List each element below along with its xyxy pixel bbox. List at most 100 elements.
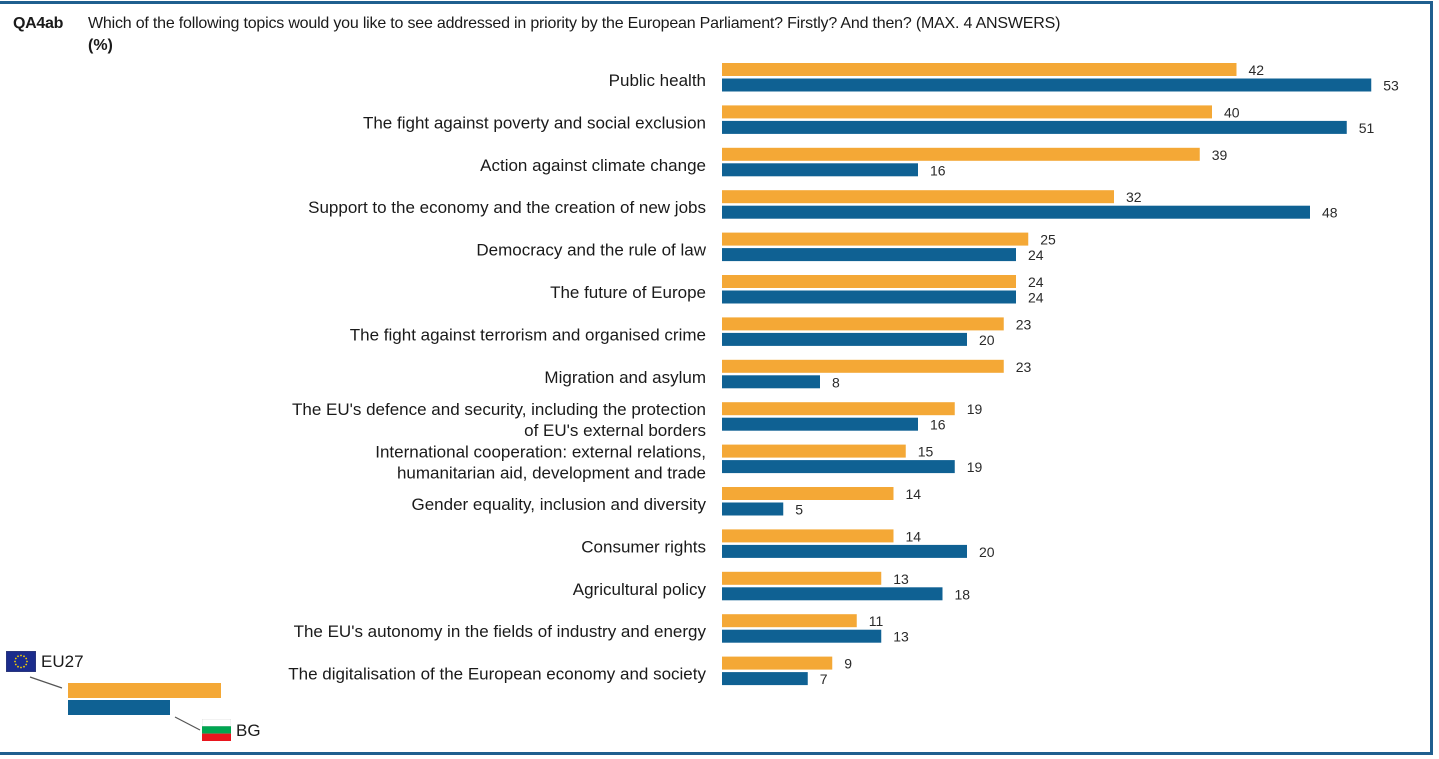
bar-bg (722, 544, 967, 558)
value-label-bg: 16 (930, 162, 946, 178)
legend-leader-bg (174, 716, 201, 731)
value-label-eu27: 23 (1016, 316, 1032, 332)
value-label-bg: 18 (955, 586, 971, 602)
value-label-bg: 20 (979, 544, 995, 560)
legend-label-eu27: EU27 (41, 652, 84, 671)
value-label-eu27: 25 (1040, 232, 1056, 248)
bar-eu27 (722, 614, 857, 628)
category-label: Agricultural policy (573, 580, 707, 599)
bar-eu27 (722, 402, 955, 416)
value-label-eu27: 23 (1016, 359, 1032, 375)
category-label-line: The EU's defence and security, including… (292, 400, 706, 419)
bar-eu27 (722, 232, 1029, 246)
bar-bg (722, 672, 808, 686)
value-label-bg: 19 (967, 459, 983, 475)
bar-eu27 (722, 63, 1237, 76)
category-row-migration-and-asylum: Migration and asylum 23 8 (544, 359, 1031, 391)
category-row-support-to-the-economy-and-the-creation-of-new-jobs: Support to the economy and the creation … (308, 189, 1338, 221)
category-label: The fight against poverty and social exc… (363, 113, 706, 132)
bar-eu27 (722, 487, 894, 500)
category-label-line: humanitarian aid, development and trade (397, 464, 706, 483)
legend-leader-eu27 (29, 676, 63, 689)
bar-bg (722, 375, 820, 389)
bar-eu27 (722, 147, 1200, 161)
value-label-bg: 48 (1322, 205, 1338, 221)
category-row-action-against-climate-change: Action against climate change 39 16 (480, 147, 1227, 179)
category-row-agricultural-policy: Agricultural policy 13 18 (573, 571, 971, 603)
value-label-bg: 53 (1383, 78, 1399, 94)
bar-eu27 (722, 317, 1004, 331)
bar-bg (722, 163, 918, 177)
legend-swatches (29, 676, 221, 731)
category-label: The digitalisation of the European econo… (288, 665, 706, 684)
category-label: The future of Europe (550, 283, 706, 302)
bar-bg (722, 587, 943, 601)
category-row-international-cooperation-external-relations-humanitarian-aid-development-and-trade: International cooperation: external rela… (375, 443, 982, 483)
category-row-the-digitalisation-of-the-european-economy-and-society: The digitalisation of the European econo… (288, 656, 852, 688)
value-label-eu27: 19 (967, 401, 983, 417)
category-label: The fight against terrorism and organise… (350, 325, 706, 344)
bar-bg (722, 502, 784, 516)
category-label: Gender equality, inclusion and diversity (411, 495, 706, 514)
category-label: International cooperation: external rela… (375, 443, 706, 483)
question-id: QA4ab (13, 15, 64, 32)
bar-bg (722, 205, 1310, 219)
legend-label-bg: BG (236, 721, 261, 740)
category-row-the-fight-against-poverty-and-social-exclusion: The fight against poverty and social exc… (363, 104, 1375, 135)
category-label: Democracy and the rule of law (476, 241, 706, 260)
value-label-eu27: 11 (869, 613, 884, 629)
value-label-bg: 8 (832, 374, 840, 390)
bar-eu27 (722, 359, 1004, 373)
value-label-eu27: 42 (1249, 62, 1265, 78)
bar-bg (722, 629, 882, 643)
bar-bg (722, 460, 955, 474)
value-label-eu27: 9 (844, 656, 852, 672)
value-label-bg: 24 (1028, 290, 1044, 306)
value-label-eu27: 24 (1028, 274, 1044, 290)
value-label-bg: 5 (795, 502, 803, 518)
question-text: Which of the following topics would you … (88, 15, 1061, 32)
value-label-bg: 24 (1028, 247, 1044, 263)
category-label-line: of EU's external borders (524, 421, 706, 440)
value-label-bg: 13 (893, 629, 909, 645)
question-unit: (%) (88, 37, 113, 54)
bar-bg (722, 248, 1016, 262)
bar-eu27 (722, 105, 1212, 119)
value-label-eu27: 39 (1212, 147, 1228, 163)
legend-swatch-bg (68, 700, 170, 715)
bar-eu27 (722, 444, 906, 458)
bar-eu27 (722, 656, 833, 670)
category-row-the-fight-against-terrorism-and-organised-crime: The fight against terrorism and organise… (350, 316, 1032, 348)
value-label-bg: 20 (979, 332, 995, 348)
category-row-the-eu-s-defence-and-security-including-the-protection-of-eu-s-external-borders: The EU's defence and security, including… (292, 400, 983, 440)
bar-bg (722, 78, 1372, 92)
value-label-bg: 16 (930, 417, 946, 433)
category-label: The EU's defence and security, including… (292, 400, 706, 440)
category-label: Migration and asylum (544, 368, 706, 387)
bar-eu27 (722, 529, 894, 543)
legend-swatch-eu27 (68, 683, 221, 698)
bar-bg (722, 120, 1347, 134)
bar-eu27 (722, 275, 1016, 288)
bar-eu27 (722, 571, 882, 585)
value-label-eu27: 15 (918, 444, 934, 460)
value-label-eu27: 40 (1224, 104, 1240, 120)
category-label: Support to the economy and the creation … (308, 198, 706, 217)
value-label-bg: 7 (820, 671, 828, 687)
value-label-bg: 51 (1359, 120, 1375, 136)
bulgaria-flag-icon (202, 719, 231, 741)
bar-bg (722, 417, 918, 431)
category-label: Action against climate change (480, 156, 706, 175)
category-label: Public health (609, 71, 706, 90)
value-label-eu27: 14 (906, 528, 922, 544)
category-label: The EU's autonomy in the fields of indus… (294, 622, 707, 641)
value-label-eu27: 14 (906, 486, 922, 502)
category-label: Consumer rights (581, 537, 706, 556)
category-row-gender-equality-inclusion-and-diversity: Gender equality, inclusion and diversity… (411, 486, 921, 518)
category-row-the-eu-s-autonomy-in-the-fields-of-industry-and-energy: The EU's autonomy in the fields of indus… (294, 613, 909, 645)
value-label-eu27: 32 (1126, 189, 1142, 205)
